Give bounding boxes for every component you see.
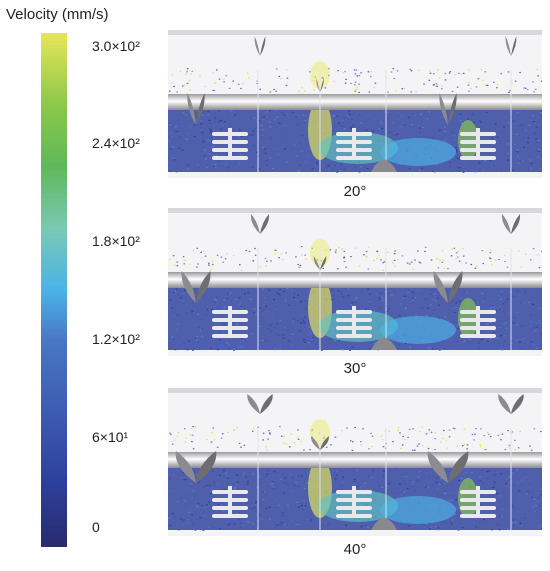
colorbar-tick-300: 3.0×10²: [92, 38, 140, 54]
velocity-field-panel-40deg: [168, 388, 542, 536]
colorbar-tick-60: 6×10¹: [92, 429, 129, 445]
velocity-field-panel-30deg: [168, 208, 542, 356]
flow-field-image: [168, 388, 542, 536]
colorbar-tick-120: 1.2×10²: [92, 331, 140, 347]
panel-label-20deg: 20°: [343, 183, 367, 200]
panel-label-30deg: 30°: [343, 360, 367, 377]
flow-field-image: [168, 208, 542, 356]
colorbar-tick-0: 0: [92, 519, 100, 535]
panel-label-40deg: 40°: [343, 541, 367, 558]
velocity-colorbar: [41, 33, 67, 547]
flow-field-image: [168, 30, 542, 178]
colorbar-tick-240: 2.4×10²: [92, 135, 140, 151]
velocity-field-panel-20deg: [168, 30, 542, 178]
colorbar-title: Velocity (mm/s): [6, 6, 109, 23]
colorbar-tick-180: 1.8×10²: [92, 233, 140, 249]
